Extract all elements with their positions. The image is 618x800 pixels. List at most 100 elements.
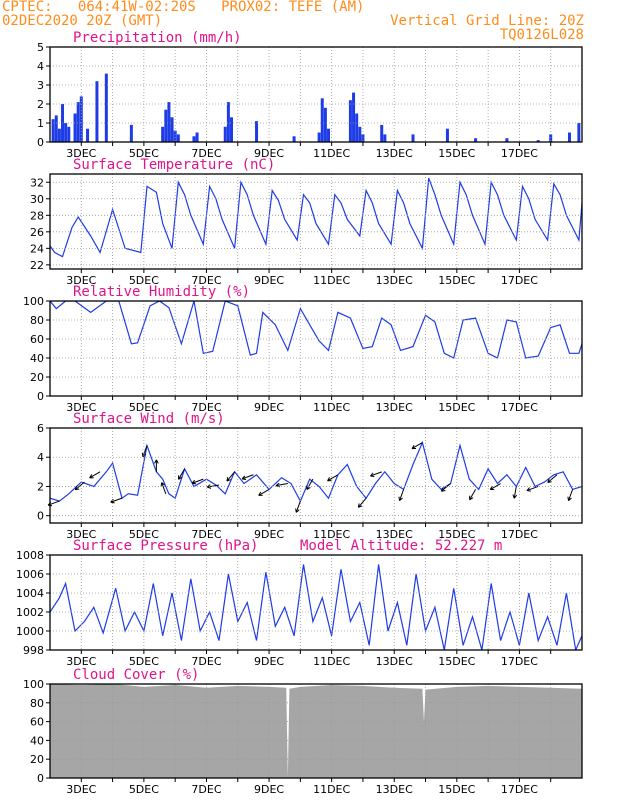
precip-bar [320,98,324,142]
cloud-cover-area [50,684,582,778]
x-tick-label: 7DEC [191,274,221,287]
y-tick-label: 1 [37,117,44,130]
wind-arrow [161,482,167,494]
precip-bar [67,126,71,142]
precip-bar [64,123,68,142]
precip-bar [255,121,259,142]
x-tick-label: 13DEC [376,274,413,287]
x-tick-label: 15DEC [438,783,475,796]
y-tick-label: 32 [30,176,44,189]
precip-bar [95,81,99,142]
rh-line [50,301,582,359]
precip-bar [104,73,108,142]
precip-bar [170,117,174,142]
wind-arrow [74,481,85,491]
precip-bar [411,134,415,142]
x-tick-label: 3DEC [66,783,96,796]
y-tick-label: 60 [30,333,44,346]
x-tick-label: 15DEC [438,401,475,414]
y-tick-label: 1002 [16,606,44,619]
precip-bar [292,136,296,142]
y-tick-label: 4 [37,451,44,464]
y-tick-label: 0 [37,136,44,149]
y-tick-label: 0 [37,510,44,523]
x-tick-label: 3DEC [66,147,96,160]
precip-bar [352,92,356,142]
wind-arrow-head [526,487,531,492]
wind-arrow [110,497,123,503]
wind-arrow-head [74,485,80,491]
x-tick-label: 5DEC [129,147,159,160]
wind-title: Surface Wind (m/s) [73,411,225,427]
wind-arrow-head [191,479,197,485]
wind-arrow-head [411,444,417,450]
x-tick-label: 11DEC [313,274,350,287]
rh-title: Relative Humidity (%) [73,284,250,300]
x-tick-label: 5DEC [129,783,159,796]
x-tick-label: 3DEC [66,274,96,287]
y-tick-label: 1004 [16,587,44,600]
x-tick-label: 15DEC [438,655,475,668]
cloud-title: Cloud Cover (%) [73,667,199,683]
precip-bar [223,126,227,142]
run-datetime: 02DEC2020 20Z (GMT) [2,13,163,29]
pressure-title: Surface Pressure (hPa) [73,538,258,554]
y-tick-label: 20 [30,753,44,766]
x-tick-label: 9DEC [254,401,284,414]
precip-bar [505,138,509,142]
y-tick-label: 20 [30,371,44,384]
wind-arrow [469,489,477,501]
grid-line-note: Vertical Grid Line: 20Z [390,13,584,29]
precip-bar [380,124,384,142]
x-tick-label: 17DEC [501,401,538,414]
y-tick-label: 40 [30,352,44,365]
x-tick-label: 17DEC [501,655,538,668]
wind-arrow-head [327,477,332,482]
y-tick-label: 100 [23,295,44,308]
x-tick-label: 9DEC [254,528,284,541]
y-tick-label: 4 [37,60,44,73]
y-tick-label: 24 [30,242,44,255]
y-tick-label: 1008 [16,549,44,562]
y-tick-label: 1000 [16,625,44,638]
x-tick-label: 9DEC [254,274,284,287]
pressure-panel: 998 1000 1002 1004 1006 1008 3DEC 5DEC 7DEC 9DEC 1… [16,538,583,668]
y-tick-label: 28 [30,209,44,222]
precip-bar [355,113,359,142]
wind-arrow-head [241,475,247,480]
cloud-frame [49,683,583,779]
temp-panel: 22 24 26 28 30 32 3DEC 5DEC 7DEC 9DEC 11DEC 13DEC 15… [30,157,583,287]
location-info: CPTEC: 064:41W-02:20S PROX02: TEFE (AM) [2,0,365,15]
y-tick-label: 6 [37,422,44,435]
meteogram-header: CPTEC: 064:41W-02:20S PROX02: TEFE (AM) … [0,0,618,46]
x-tick-label: 15DEC [438,528,475,541]
x-tick-label: 5DEC [129,401,159,414]
precip-title: Precipitation (mm/h) [73,30,242,46]
wind-arrow [526,485,539,492]
precip-panel: 0 1 2 3 4 5 3DEC 5DEC 7DEC 9DEC 11DEC 13DEC 15DEC 17D… [37,30,583,160]
wind-arrow-head [226,477,231,482]
wind-arrow [399,489,405,501]
wind-arrow-head [110,498,115,504]
wind-arrow-head [141,452,147,458]
precip-bar [192,136,196,142]
x-tick-label: 3DEC [66,528,96,541]
precip-bar [567,132,571,142]
x-tick-label: 17DEC [501,783,538,796]
wind-arrow [142,445,148,457]
cloud-panel: 0 20 40 60 80 100 3DEC 5DEC 7DEC 9DEC 11DEC 13DEC 15… [23,667,583,796]
wind-arrow [411,442,423,450]
precip-bar [129,124,133,142]
wind-arrow [547,474,558,483]
x-tick-label: 11DEC [313,528,350,541]
precip-bar [73,113,77,142]
precip-bar [317,132,321,142]
precip-bar [86,128,90,142]
y-tick-label: 3 [37,79,44,92]
temp-title: Surface Temperature (nC) [73,157,275,173]
x-tick-label: 7DEC [191,783,221,796]
y-tick-label: 2 [37,98,44,111]
wind-arrow [441,483,451,492]
wind-frame [49,427,583,524]
